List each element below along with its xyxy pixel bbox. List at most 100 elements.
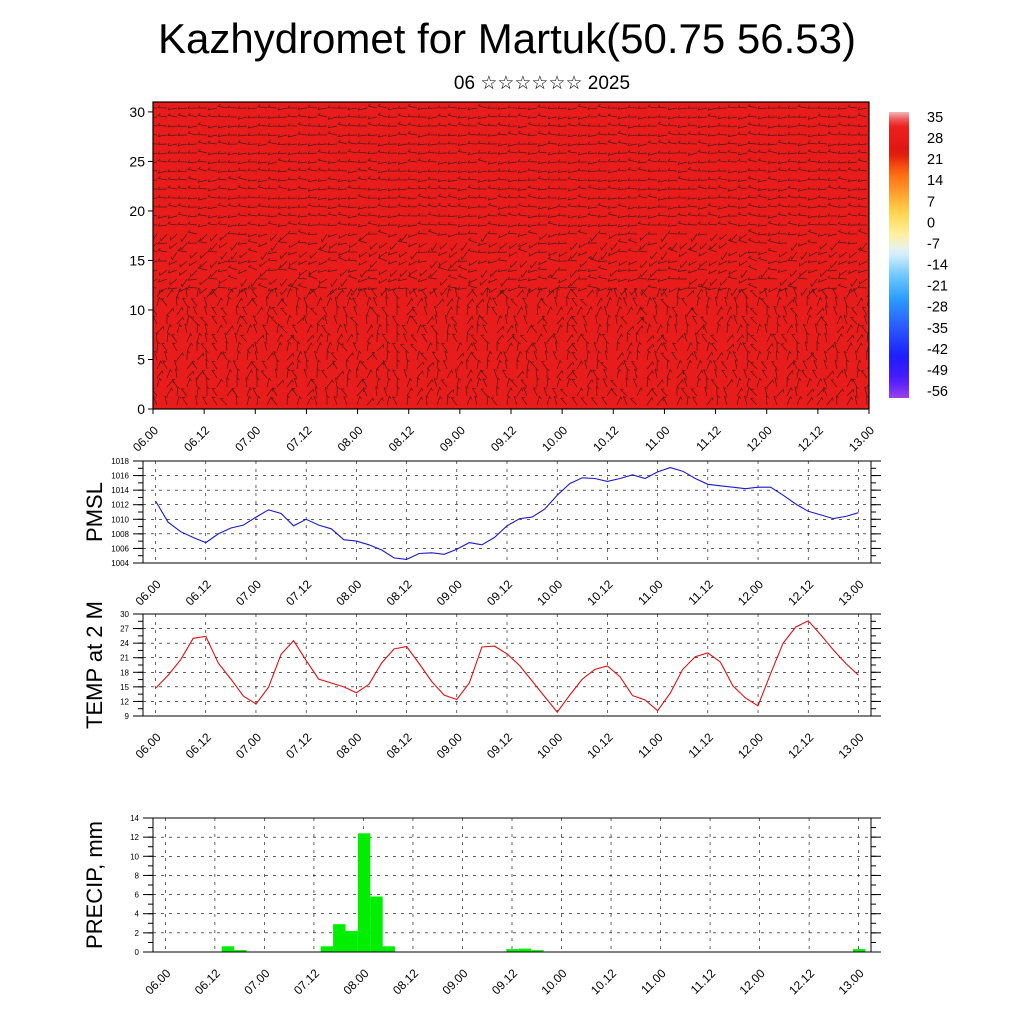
wind-barb <box>447 169 458 173</box>
wind-barb <box>507 168 518 173</box>
wind-barb <box>860 325 868 334</box>
wind-barb <box>153 206 158 208</box>
wind-barb <box>357 223 368 228</box>
wind-barb <box>169 242 178 250</box>
wind-barb <box>247 168 258 172</box>
x-tick-label: 08.00 <box>335 423 366 454</box>
wind-barb <box>830 260 838 269</box>
wind-barb <box>623 360 628 370</box>
x-tick-label: 06.12 <box>183 730 214 761</box>
wind-barb <box>728 269 738 275</box>
wind-barb <box>357 133 368 137</box>
wind-barb <box>457 258 468 263</box>
colorbar-label: -28 <box>927 300 948 316</box>
wind-barb <box>347 106 358 110</box>
y-tick-label: 2 <box>135 929 140 938</box>
wind-barb <box>719 278 728 287</box>
wind-barb <box>493 368 498 379</box>
x-tick-label: 06.00 <box>142 966 173 997</box>
wind-barb <box>811 288 818 298</box>
wind-barb <box>837 106 848 110</box>
wind-barb <box>610 388 618 397</box>
wind-barb <box>477 194 488 199</box>
wind-barb <box>806 388 814 397</box>
wind-barb <box>247 204 258 208</box>
wind-barb <box>266 352 274 361</box>
wind-barb <box>693 350 698 361</box>
wind-barb <box>184 323 188 334</box>
wind-barb <box>449 251 458 259</box>
wind-barb <box>726 305 733 316</box>
wind-barb <box>276 323 281 334</box>
wind-barb <box>507 211 518 217</box>
wind-barb <box>189 269 198 278</box>
wind-barb <box>361 378 368 388</box>
x-tick-label: 07.00 <box>233 577 264 608</box>
wind-barb <box>187 141 198 145</box>
wind-barb <box>158 287 168 294</box>
wind-barb <box>607 185 618 190</box>
wind-barb <box>640 307 648 316</box>
wind-barb <box>426 341 433 352</box>
wind-barb <box>767 196 778 201</box>
wind-barb <box>167 150 177 154</box>
wind-barb <box>307 231 318 236</box>
wind-barb <box>486 341 491 352</box>
wind-barb <box>334 296 339 307</box>
wind-barb <box>417 259 428 263</box>
wind-barb <box>326 296 333 307</box>
wind-barb <box>385 296 389 307</box>
wind-barb <box>634 368 638 379</box>
wind-barb <box>210 233 218 242</box>
wind-barb <box>317 196 328 201</box>
wind-barb <box>237 167 248 172</box>
wind-barb <box>426 368 431 379</box>
wind-barb <box>217 185 228 190</box>
wind-barb <box>418 287 428 292</box>
wind-barb <box>700 278 708 288</box>
wind-barb <box>258 242 268 248</box>
wind-barb <box>177 203 188 208</box>
wind-barb <box>227 124 238 128</box>
wind-barb <box>195 377 199 388</box>
wind-barb <box>267 115 278 119</box>
wind-barb <box>153 169 158 172</box>
wind-barb <box>237 260 248 265</box>
wind-barb <box>487 169 498 173</box>
wind-barb <box>777 132 788 137</box>
wind-barb <box>421 334 428 343</box>
wind-barb <box>827 221 838 226</box>
wind-barb <box>677 169 688 174</box>
wind-barb <box>457 133 468 137</box>
wind-barb <box>366 333 374 343</box>
wind-barb <box>797 233 808 237</box>
wind-barb <box>837 113 848 118</box>
wind-barb <box>517 130 528 136</box>
wind-barb <box>847 222 858 226</box>
wind-barb <box>157 175 168 181</box>
wind-barb <box>417 123 428 127</box>
wind-barb <box>647 140 658 145</box>
colorbar-label: 35 <box>927 110 943 126</box>
wind-barb <box>850 307 858 316</box>
wind-barb <box>451 333 458 343</box>
wind-barb <box>499 289 508 298</box>
wind-barb <box>516 359 520 369</box>
wind-barb <box>476 323 480 334</box>
wind-barb <box>605 341 609 352</box>
wind-barb <box>153 116 158 118</box>
x-tick-label: 10.00 <box>539 423 570 454</box>
wind-barb <box>487 230 498 235</box>
wind-barb <box>566 350 571 361</box>
wind-barb <box>386 323 390 334</box>
x-tick-label: 08.00 <box>340 966 371 997</box>
x-tick-label: 09.00 <box>439 966 470 997</box>
wind-barb <box>466 315 474 325</box>
wind-barb <box>557 258 568 262</box>
wind-barb <box>547 106 558 110</box>
wind-barb <box>471 289 478 298</box>
wind-barb <box>777 269 788 273</box>
wind-barb <box>156 341 161 352</box>
wind-barb <box>596 323 602 334</box>
wind-barb <box>399 343 408 352</box>
